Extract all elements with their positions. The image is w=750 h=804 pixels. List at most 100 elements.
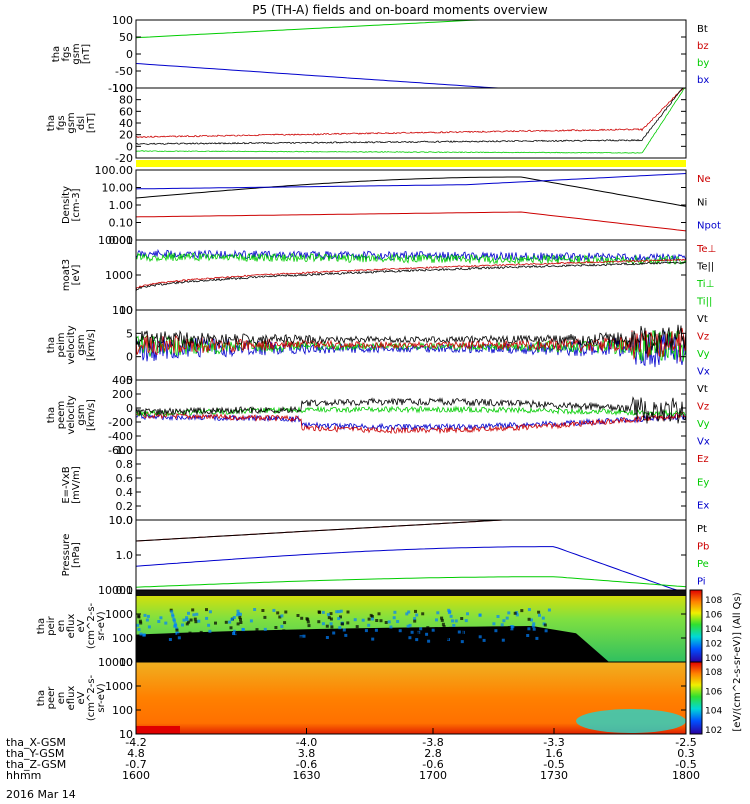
ion-speckle: [197, 619, 201, 623]
ion-speckle: [412, 639, 416, 643]
panel-density: 100.00 10.00 1.00 0.10 0.01 Density[cm-3] Ne Ni…: [61, 164, 721, 247]
x-tick-label: 1.6: [545, 747, 563, 760]
ion-speckle: [139, 621, 143, 625]
ion-speckle: [484, 634, 488, 638]
ion-speckle: [137, 628, 141, 632]
ion-speckle: [435, 618, 438, 622]
x-tick-label: 4.8: [127, 747, 145, 760]
y-tick-label: 100: [112, 14, 133, 27]
panel-peer: 10000 1000 100 10 thapeerenefluxeV(cm^2-s-sr…: [36, 656, 687, 741]
y-axis-label: E=-VxB[mV/m]: [61, 466, 82, 504]
ion-speckle: [541, 616, 545, 620]
legend-entry: Vx: [697, 367, 710, 378]
ion-speckle: [192, 613, 196, 617]
ion-speckle: [256, 630, 260, 634]
ion-speckle: [327, 616, 331, 620]
ion-speckle: [460, 637, 464, 641]
ion-speckle: [317, 620, 321, 624]
ion-speckle: [543, 623, 547, 627]
x-tick-label: -4.0: [296, 736, 317, 749]
ion-speckle: [239, 618, 242, 622]
ion-speckle: [171, 614, 175, 618]
colorbar-tick-label: 106: [705, 687, 722, 697]
ion-speckle: [201, 637, 205, 641]
ion-speckle: [306, 618, 310, 622]
panel-frame: [135, 19, 687, 89]
ion-speckle: [408, 623, 412, 627]
ion-speckle: [392, 616, 396, 620]
colorbar: [689, 661, 703, 735]
y-tick-label: 1000: [105, 608, 133, 621]
ion-speckle: [187, 611, 190, 615]
y-tick-label: 10.0: [109, 514, 134, 527]
ion-speckle: [279, 639, 283, 643]
ion-speckle: [408, 636, 412, 640]
ion-speckle: [367, 623, 371, 627]
ion-speckle: [450, 633, 454, 637]
y-tick-label: 0.1: [116, 584, 134, 597]
y-tick-label: 10: [119, 656, 133, 669]
ion-speckle: [440, 618, 444, 622]
y-tick-label: 5: [126, 327, 133, 340]
ion-speckle: [185, 616, 189, 620]
legend-entry: Te||: [696, 262, 714, 273]
ion-speckle: [449, 614, 453, 618]
series-vx: [136, 330, 686, 368]
ion-speckle: [547, 608, 551, 612]
legend-entry: Ne: [697, 174, 711, 185]
ion-speckle: [444, 628, 448, 632]
ion-speckle: [236, 609, 240, 613]
legend-entry: Pi: [697, 577, 706, 588]
y-tick-label: 0.2: [116, 500, 134, 513]
y-tick-label: 0.01: [109, 234, 134, 247]
ion-speckle: [249, 619, 253, 623]
ion-speckle: [421, 612, 425, 616]
ion-speckle: [445, 635, 449, 639]
legend-entry: by: [697, 58, 709, 69]
legend-entry: bz: [697, 41, 709, 52]
ion-speckle: [143, 613, 147, 617]
ion-speckle: [367, 617, 371, 621]
y-axis-label: Pressure[nPa]: [61, 534, 82, 577]
ion-speckle: [406, 624, 410, 628]
ion-speckle: [527, 617, 531, 621]
ion-speckle: [224, 620, 228, 624]
series-bx: [136, 63, 686, 88]
y-axis-label: thafgsgsmdsl[nT]: [46, 112, 97, 133]
ion-speckle: [284, 610, 288, 614]
y-axis-label: thapeimvelocitygsm[km/s]: [46, 325, 97, 364]
ion-speckle: [172, 619, 176, 623]
ion-speckle: [208, 610, 212, 614]
ion-speckle: [342, 628, 346, 632]
panel-peir: 10000 1000 100 10 thapeirenefluxeV(cm^2-s-sr…: [36, 584, 687, 669]
electron-hot-band: [136, 726, 180, 734]
ion-speckle: [415, 638, 419, 642]
x-row-label: tha_Y-GSM: [6, 747, 64, 760]
ion-speckle: [454, 619, 458, 623]
series-bt-dsl: [136, 88, 686, 145]
colorbar-tick-label: 108: [705, 668, 722, 678]
ion-speckle: [205, 616, 209, 620]
ion-speckle: [414, 609, 417, 613]
ion-speckle: [494, 629, 498, 633]
legend-entry: Pt: [697, 524, 707, 535]
colorbar: [689, 589, 703, 663]
y-tick-label: -600: [108, 444, 133, 457]
ion-speckle: [263, 627, 267, 631]
ion-speckle: [317, 610, 321, 614]
colorbar-tick-label: 104: [705, 707, 722, 717]
legend-entry: Ni: [697, 197, 707, 208]
ion-speckle: [199, 630, 203, 634]
ion-speckle: [405, 612, 409, 616]
ion-speckle: [177, 636, 181, 640]
series-pb: [136, 520, 686, 542]
ion-speckle: [329, 612, 333, 616]
x-tick-label: -0.6: [296, 758, 317, 771]
colorbar-tick-label: 102: [705, 640, 722, 650]
ion-speckle: [239, 621, 243, 624]
ion-speckle: [138, 619, 142, 623]
ion-speckle: [326, 613, 330, 617]
ion-speckle: [208, 629, 212, 633]
ion-speckle: [214, 621, 217, 625]
